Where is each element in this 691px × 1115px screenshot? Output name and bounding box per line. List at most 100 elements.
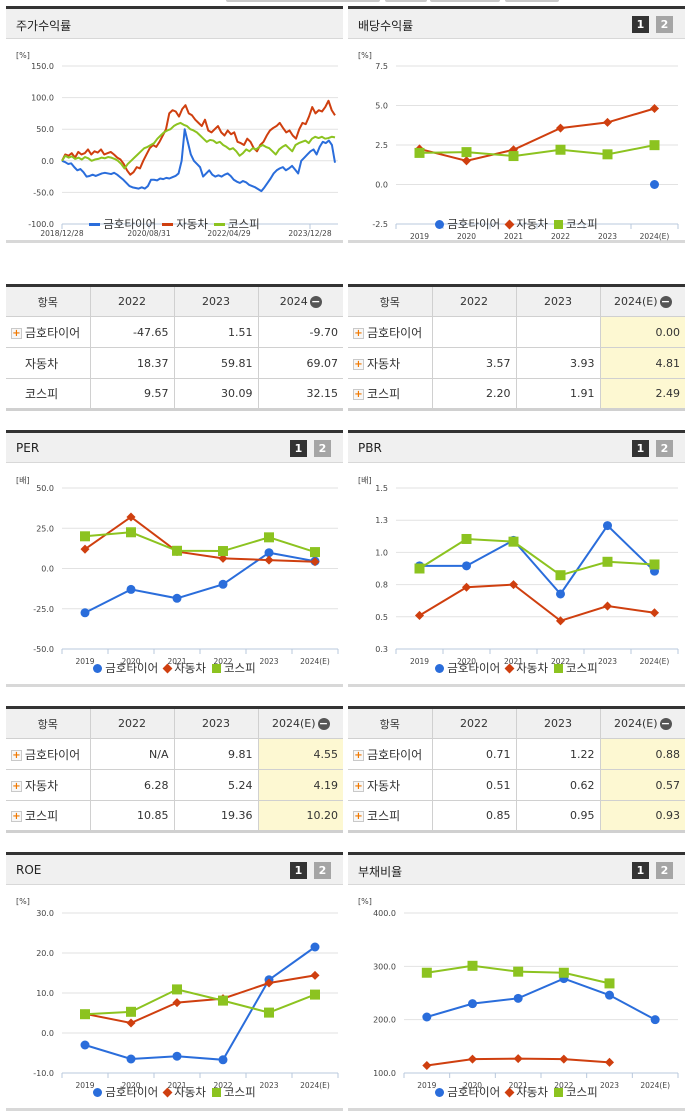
svg-text:0.5: 0.5 bbox=[375, 613, 388, 622]
svg-text:-50.0: -50.0 bbox=[33, 645, 54, 654]
legend-swatch-icon bbox=[93, 664, 103, 673]
legend-item[interactable]: 자동차 bbox=[162, 216, 208, 232]
expand-plus-icon[interactable]: + bbox=[11, 749, 22, 761]
table-cell: 6.28 bbox=[89, 769, 175, 801]
legend-item[interactable]: 금호타이어 bbox=[435, 660, 500, 676]
page-1-button[interactable]: 1 bbox=[632, 440, 649, 457]
svg-text:10.0: 10.0 bbox=[36, 989, 54, 998]
page-2-button[interactable]: 2 bbox=[656, 16, 673, 33]
top-tab-1[interactable] bbox=[226, 0, 380, 2]
legend-item[interactable]: 코스피 bbox=[211, 660, 256, 676]
column-header: 항목 bbox=[6, 707, 91, 739]
expand-plus-icon[interactable]: + bbox=[353, 811, 364, 822]
row-label: + 코스피 bbox=[348, 800, 433, 833]
table-header-row: 항목 2022 2023 2024(E) − bbox=[6, 707, 343, 739]
table-cell: 1.51 bbox=[173, 316, 259, 348]
legend-item[interactable]: 자동차 bbox=[504, 1084, 548, 1100]
column-header: 2022 bbox=[431, 285, 517, 317]
y-unit-label: [배] bbox=[16, 476, 30, 485]
legend-item[interactable]: 코스피 bbox=[553, 660, 598, 676]
page-1-button[interactable]: 1 bbox=[290, 440, 307, 457]
table-cell: 18.37 bbox=[89, 347, 175, 379]
top-tab-2[interactable] bbox=[385, 0, 427, 2]
expand-plus-icon[interactable]: + bbox=[353, 749, 364, 761]
expand-plus-icon[interactable]: + bbox=[353, 327, 364, 339]
svg-text:2022: 2022 bbox=[551, 232, 570, 241]
page-1-button[interactable]: 1 bbox=[632, 862, 649, 879]
stock-return-chart: [%] 150.0 100.0 50.0 0.0 -50.0 -100.0 2018/12/… bbox=[6, 39, 343, 243]
column-header: 2023 bbox=[515, 707, 601, 739]
svg-text:2019: 2019 bbox=[75, 1081, 94, 1090]
page-2-button[interactable]: 2 bbox=[314, 862, 331, 879]
expand-plus-icon[interactable]: + bbox=[353, 358, 364, 370]
per-table: 항목 2022 2023 2024(E) − + 금호타이어 N/A 9.81 4.55 + 자동차 6… bbox=[6, 706, 343, 833]
legend-item[interactable]: 금호타이어 bbox=[435, 1084, 500, 1100]
legend-swatch-icon bbox=[553, 1088, 563, 1097]
legend-item[interactable]: 금호타이어 bbox=[435, 216, 500, 232]
table-cell: 59.81 bbox=[173, 347, 259, 379]
expand-plus-icon[interactable]: + bbox=[353, 780, 364, 792]
legend-item[interactable]: 금호타이어 bbox=[93, 660, 158, 676]
top-tab-3[interactable] bbox=[430, 0, 500, 2]
collapse-icon[interactable]: − bbox=[309, 295, 322, 308]
table-cell: -47.65 bbox=[89, 316, 175, 348]
page-2-button[interactable]: 2 bbox=[314, 440, 331, 457]
legend-item[interactable]: 코스피 bbox=[553, 216, 598, 232]
panel-dividend: 배당수익률 1 2 [%] 7.5 5.0 2.5 0.0 -2.5 2019 2020 20… bbox=[348, 6, 685, 243]
svg-text:20.0: 20.0 bbox=[36, 949, 54, 958]
svg-text:2021: 2021 bbox=[167, 1081, 186, 1090]
page-1-button[interactable]: 1 bbox=[290, 862, 307, 879]
legend-item[interactable]: 자동차 bbox=[162, 1084, 206, 1100]
expand-plus-icon[interactable]: + bbox=[11, 780, 22, 792]
table-row: + 코스피 2.20 1.91 2.49 bbox=[348, 378, 685, 411]
legend-item[interactable]: 코스피 bbox=[213, 216, 260, 232]
row-label: 자동차 bbox=[6, 347, 91, 379]
svg-text:2023: 2023 bbox=[259, 657, 278, 666]
table-row: + 금호타이어 0.00 bbox=[348, 316, 685, 348]
chart-legend: 금호타이어 자동차 코스피 bbox=[348, 660, 685, 676]
svg-text:0.0: 0.0 bbox=[41, 565, 54, 574]
table-cell: 0.93 bbox=[599, 800, 685, 833]
table-row: + 코스피 0.85 0.95 0.93 bbox=[348, 800, 685, 833]
panel-title: PER bbox=[16, 441, 40, 455]
collapse-icon[interactable]: − bbox=[317, 717, 330, 730]
table-cell: 0.95 bbox=[515, 800, 601, 833]
column-header: 2022 bbox=[89, 285, 175, 317]
table-cell bbox=[431, 316, 517, 348]
top-tab-4[interactable] bbox=[505, 0, 559, 2]
legend-swatch-icon bbox=[89, 223, 101, 226]
collapse-icon[interactable]: − bbox=[659, 717, 672, 730]
stock-return-table-wrap: 항목 2022 2023 2024− + 금호타이어 -47.65 1.51 -9.70 자동차 1… bbox=[6, 284, 343, 411]
legend-item[interactable]: 금호타이어 bbox=[89, 216, 156, 232]
row-label: + 금호타이어 bbox=[348, 738, 433, 770]
svg-text:1.5: 1.5 bbox=[375, 484, 388, 493]
table-row: + 자동차 3.57 3.93 4.81 bbox=[348, 347, 685, 379]
page-2-button[interactable]: 2 bbox=[656, 440, 673, 457]
page-1-button[interactable]: 1 bbox=[632, 16, 649, 33]
svg-text:100.0: 100.0 bbox=[31, 94, 54, 103]
svg-text:400.0: 400.0 bbox=[373, 909, 396, 918]
panel-header: PBR 1 2 bbox=[348, 430, 685, 463]
legend-item[interactable]: 자동차 bbox=[504, 660, 548, 676]
legend-item[interactable]: 자동차 bbox=[162, 660, 206, 676]
svg-text:2023: 2023 bbox=[259, 1081, 278, 1090]
collapse-icon[interactable]: − bbox=[659, 295, 672, 308]
chart-legend: 금호타이어 자동차 코스피 bbox=[348, 216, 685, 232]
table-cell: 0.85 bbox=[431, 800, 517, 833]
page-2-button[interactable]: 2 bbox=[656, 862, 673, 879]
expand-plus-icon[interactable]: + bbox=[353, 389, 364, 400]
legend-item[interactable]: 코스피 bbox=[211, 1084, 256, 1100]
svg-text:2021: 2021 bbox=[504, 232, 523, 241]
legend-item[interactable]: 코스피 bbox=[553, 1084, 598, 1100]
row-label: + 코스피 bbox=[6, 800, 91, 833]
svg-text:2021: 2021 bbox=[167, 657, 186, 666]
chart-canvas: 1.5 1.3 1.0 0.8 0.5 0.3 2019 2020 2021 2022 2023 20… bbox=[375, 484, 679, 666]
legend-item[interactable]: 금호타이어 bbox=[93, 1084, 158, 1100]
expand-plus-icon[interactable]: + bbox=[11, 811, 22, 822]
legend-item[interactable]: 자동차 bbox=[504, 216, 548, 232]
panel-stock-return: 주가수익률 [%] 150.0 100.0 50.0 0.0 -50.0 -100.0 20… bbox=[6, 6, 343, 243]
expand-plus-icon[interactable]: + bbox=[11, 327, 22, 339]
svg-text:2020: 2020 bbox=[457, 657, 476, 666]
svg-text:2022: 2022 bbox=[551, 657, 570, 666]
table-row: + 자동차 6.28 5.24 4.19 bbox=[6, 769, 343, 801]
